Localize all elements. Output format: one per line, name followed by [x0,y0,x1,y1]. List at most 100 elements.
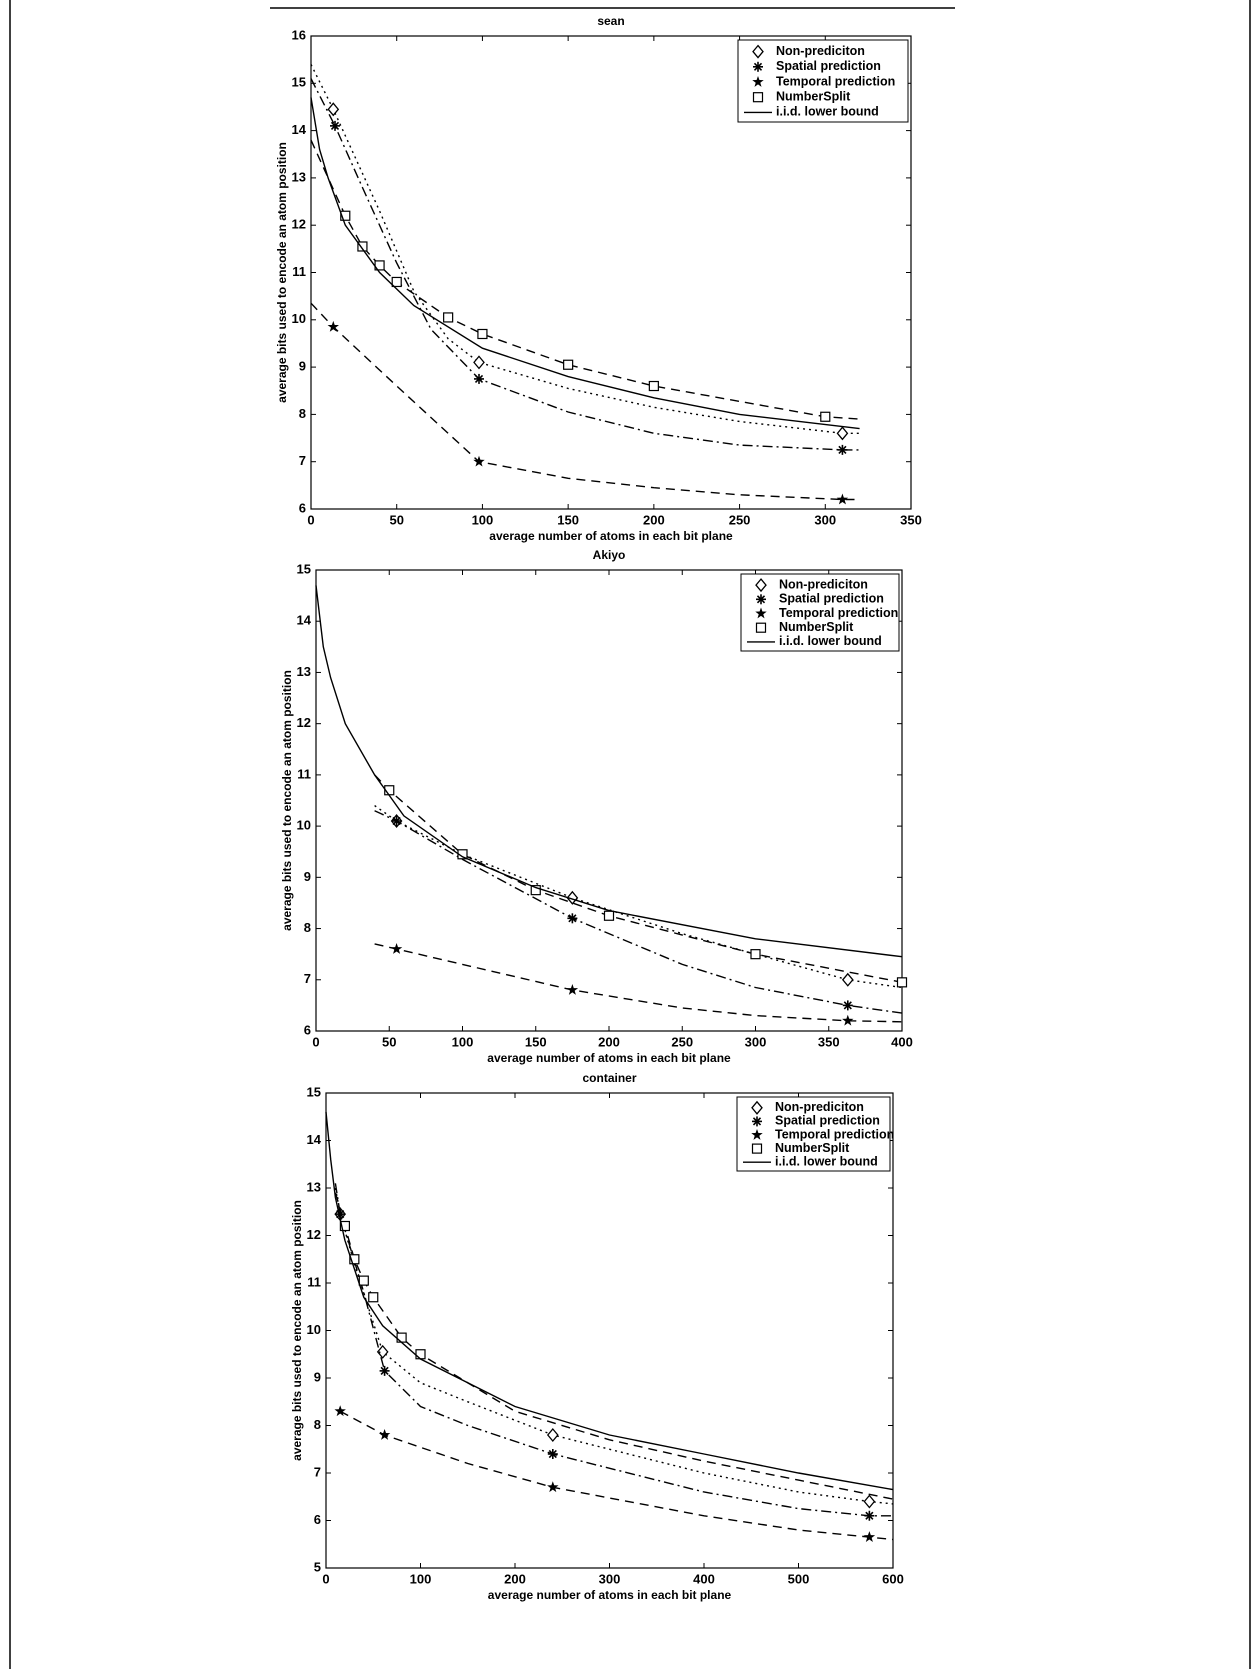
y-tick-label: 11 [297,766,311,781]
x-tick-label: 0 [312,1034,319,1049]
y-axis-label: average bits used to encode an atom posi… [280,670,294,931]
x-axis-label: average number of atoms in each bit plan… [489,529,733,543]
square [339,1220,350,1232]
legend-box [737,39,909,123]
marker [443,312,454,323]
marker [530,885,541,896]
y-tick-label: 9 [299,359,306,374]
asterisk-arm [756,595,766,604]
diamond [755,578,767,593]
asterisk-arm [843,1001,852,1010]
x-tick-label: 350 [818,1034,840,1049]
y-tick-label: 7 [304,971,311,986]
marker [327,102,340,117]
asterisk-arm [330,121,340,130]
marker [473,455,485,467]
x-tick-label: 200 [598,1034,620,1049]
x-tick-label: 200 [504,1571,526,1586]
legend-label: Spatial prediction [776,59,881,73]
square [896,977,908,988]
marker [836,426,849,441]
marker [477,328,488,340]
marker [396,1332,407,1343]
legend-label: i.i.d. lower bound [775,1154,878,1168]
diamond [841,972,854,987]
square [443,312,454,323]
asterisk-arm [474,374,484,384]
x-tick-label: 50 [389,512,403,527]
y-tick-label: 13 [307,1179,321,1194]
square [751,1143,763,1154]
chart-title: container [582,1071,636,1085]
legend-label: Spatial prediction [779,592,884,606]
legend-label: i.i.d. lower bound [779,634,882,648]
x-tick-label: 250 [671,1034,693,1049]
asterisk-arm [752,1117,762,1126]
y-tick-label: 14 [307,1132,322,1147]
legend-marker [752,76,764,87]
x-tick-label: 500 [788,1571,810,1586]
x-tick-label: 50 [382,1034,396,1049]
legend-marker [755,622,767,633]
x-tick-label: 250 [729,512,751,527]
x-tick-label: 400 [693,1571,715,1586]
legend-label: NumberSplit [775,1141,850,1155]
asterisk-arm [392,816,401,826]
y-tick-label: 6 [314,1512,321,1527]
diamond [473,355,485,370]
x-tick-label: 100 [410,1571,432,1586]
y-tick-label: 16 [292,27,306,42]
marker [820,411,831,422]
y-tick-label: 10 [307,1322,321,1337]
star [566,984,579,995]
series-line [315,585,903,958]
asterisk-arm [380,1366,389,1375]
diamond [863,1494,876,1509]
marker [842,1014,854,1026]
diamond [566,890,579,905]
legend-label: Spatial prediction [775,1114,880,1128]
square [415,1349,426,1360]
square [752,92,764,103]
y-tick-label: 7 [299,453,306,468]
marker [327,320,339,332]
marker [340,210,351,221]
square [530,885,541,896]
legend-label: Non-prediciton [776,44,865,58]
marker [473,355,485,370]
star [863,1531,876,1542]
series-line [325,1111,894,1491]
y-tick-label: 9 [304,869,311,884]
star [547,1481,559,1493]
star [390,943,403,954]
x-tick-label: 200 [643,512,665,527]
legend-marker [751,1143,763,1154]
legend-box [740,573,900,652]
marker [750,949,761,960]
y-tick-label: 12 [307,1227,321,1242]
legend-label: Temporal prediction [776,74,895,88]
marker [391,815,402,826]
asterisk-arm [865,1511,874,1520]
legend-label: Temporal prediction [779,606,898,620]
marker [474,373,484,384]
marker [334,1405,346,1417]
y-tick-label: 7 [314,1464,321,1479]
square [648,380,659,392]
marker [841,972,854,987]
series-line [374,805,903,989]
marker [836,493,849,505]
y-tick-label: 14 [297,613,312,628]
marker [339,1220,350,1232]
marker [566,890,579,905]
marker [648,380,659,392]
y-tick-label: 15 [307,1084,321,1099]
y-tick-label: 10 [292,311,306,326]
asterisk-arm [753,62,763,71]
marker [358,1275,369,1286]
x-tick-label: 0 [322,1571,329,1586]
star [378,1429,391,1440]
series-line [310,97,860,430]
